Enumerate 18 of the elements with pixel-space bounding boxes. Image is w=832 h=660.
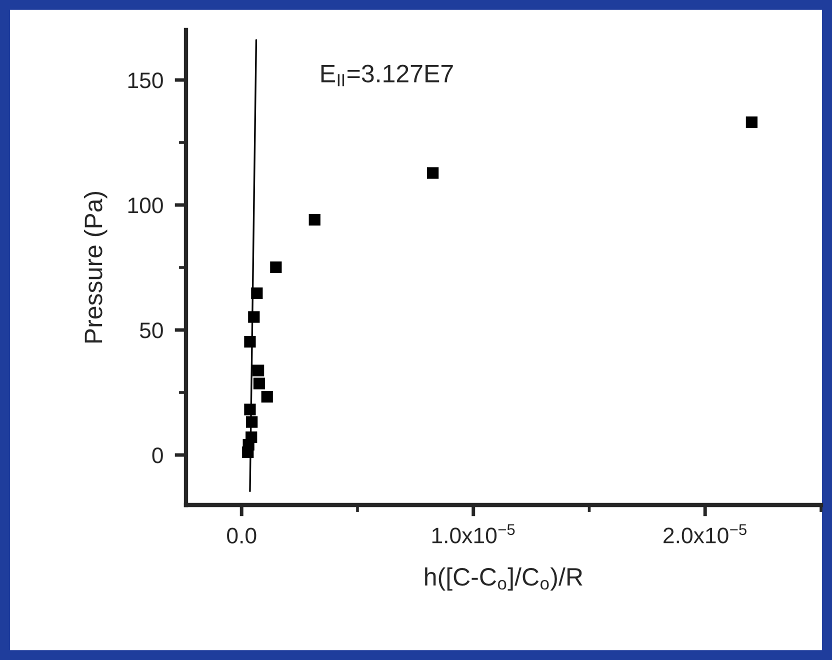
point xyxy=(261,390,273,403)
y-tick-label: 100 xyxy=(128,198,163,214)
x-tick-label: 1.0x10$^{−5}$ xyxy=(432,524,515,544)
point xyxy=(244,404,256,416)
y-tick-label: 150 xyxy=(128,72,163,88)
point xyxy=(253,378,266,390)
point xyxy=(308,214,320,226)
y-tick-label: 0 xyxy=(152,448,163,464)
x-axis-title: h([C-C$_{o}$]/C$_{o}$)/R xyxy=(425,567,582,591)
y-tick-label: 50 xyxy=(140,322,163,338)
point xyxy=(270,261,282,274)
y-axis-title: Pressure (Pa) xyxy=(84,192,108,343)
point xyxy=(427,167,439,179)
x-tick-label: 2.0x10$^{−5}$ xyxy=(664,524,746,544)
point xyxy=(252,364,264,376)
x-tick-label: 0.0 xyxy=(227,528,256,544)
annotation: E$_{II}$=3.127E7 xyxy=(321,64,453,86)
point xyxy=(746,116,758,128)
